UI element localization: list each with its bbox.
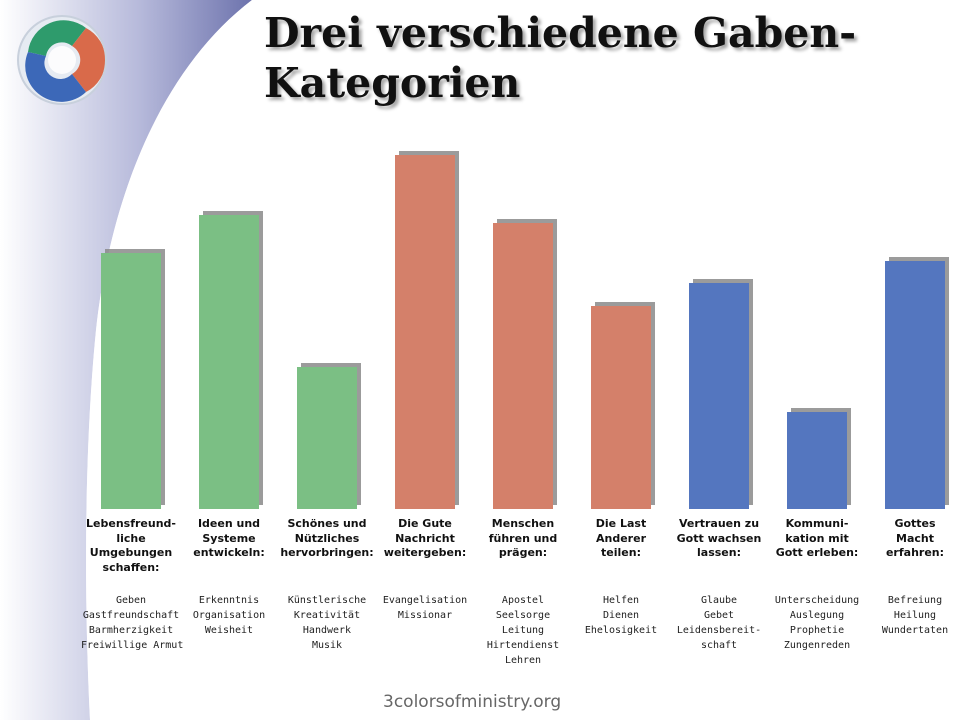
category-label-line: Menschen	[491, 517, 555, 530]
category-label: Lebensfreund-liche Umgebungen schaffen:	[83, 517, 179, 575]
gift-list: Erkenntnis Organisation Weisheit	[179, 593, 279, 638]
gift-item: Zungenreden	[783, 640, 851, 651]
category-label-line: hervorbringen:	[280, 546, 374, 559]
category-label-line: Macht	[896, 531, 934, 545]
category-label-line: kation mit	[785, 531, 849, 545]
gift-item: Geben	[115, 595, 147, 606]
page-title: Drei verschiedene Gaben- Kategorien	[264, 8, 904, 108]
bar	[885, 261, 945, 509]
gift-item: schaft	[700, 640, 738, 651]
category-label-line: Ideen und	[197, 517, 261, 530]
category-label-line: Gottes	[894, 517, 936, 530]
category-label: Ideen und Systeme entwickeln:	[181, 517, 277, 561]
gift-item: Handwerk	[302, 625, 352, 636]
gift-list: Apostel Seelsorge Leitung Hirtendienst Lehre…	[473, 593, 573, 668]
bar	[493, 223, 553, 509]
category-label-line: führen und	[488, 531, 558, 545]
category-label: Gottes Macht erfahren:	[867, 517, 960, 561]
category-label-line: weitergeben:	[383, 546, 467, 559]
gift-item: Leidensbereit-	[676, 625, 762, 636]
gift-item: Unterscheidung	[774, 595, 860, 606]
gift-item: Ehelosigkeit	[584, 625, 658, 636]
gift-item: Musik	[311, 640, 343, 651]
category-label-line: Gott wachsen	[676, 531, 762, 545]
title-line: Kategorien	[264, 59, 521, 107]
gift-list: Glaube Gebet Leidensbereit-schaft	[669, 593, 769, 653]
gift-item: Evangelisation	[382, 595, 468, 606]
gift-item: Glaube	[700, 595, 738, 606]
category-label-line: Gott erleben:	[775, 546, 859, 559]
decorative-band	[0, 0, 252, 720]
gift-item: Gebet	[703, 610, 735, 621]
gift-list: Unterscheidung Auslegung Prophetie Zungenre…	[767, 593, 867, 653]
category-label-line: Schönes und	[287, 517, 367, 530]
gift-item: Seelsorge	[495, 610, 551, 621]
gift-item: Freiwillige Armut	[81, 640, 184, 651]
bar	[395, 155, 455, 509]
category-label-line: Nachricht	[395, 531, 455, 545]
gift-item: Lehren	[504, 655, 542, 666]
gift-list: Befreiung Heilung Wundertaten	[865, 593, 960, 638]
bar	[101, 253, 161, 509]
category-label-line: Vertrauen zu	[678, 517, 760, 530]
category-label-line: lassen:	[697, 546, 741, 559]
gift-item: Dienen	[602, 610, 640, 621]
category-label-line: liche	[116, 531, 146, 545]
gift-item: Hirtendienst	[486, 640, 560, 651]
category-label: Menschen führen und prägen:	[475, 517, 571, 561]
gift-item: Heilung	[893, 610, 937, 621]
category-label-line: Nützliches	[294, 531, 360, 545]
gift-item: Kreativität	[293, 610, 361, 621]
bar	[199, 215, 259, 509]
gift-item: Weisheit	[204, 625, 254, 636]
gift-list: Künstlerische Kreativität Handwerk Musik	[277, 593, 377, 653]
gift-item: Auslegung	[789, 610, 845, 621]
gift-list: Geben Gastfreundschaft Barmherzigkeit Freiw…	[81, 593, 184, 653]
title-line: Drei verschiedene Gaben-	[264, 9, 857, 57]
bar	[591, 306, 651, 509]
gift-item: Gastfreundschaft	[82, 610, 180, 621]
category-label: Schönes und Nützliches hervorbringen:	[279, 517, 375, 561]
gift-list: Helfen Dienen Ehelosigkeit	[571, 593, 671, 638]
gift-item: Künstlerische	[287, 595, 367, 606]
gift-item: Befreiung	[887, 595, 943, 606]
category-label-line: entwickeln:	[193, 546, 265, 559]
category-label: Kommuni-kation mit Gott erleben:	[769, 517, 865, 561]
gift-item: Apostel	[501, 595, 545, 606]
category-label-line: Systeme	[202, 531, 256, 545]
three-colors-logo-icon	[17, 15, 107, 105]
category-label-line: Die Gute	[398, 517, 452, 530]
category-label-line: prägen:	[498, 546, 548, 559]
category-label: Die Gute Nachricht weitergeben:	[377, 517, 473, 561]
category-label-line: Die Last	[595, 517, 647, 530]
gift-item: Wundertaten	[881, 625, 949, 636]
gift-item: Helfen	[602, 595, 640, 606]
category-label-line: erfahren:	[885, 546, 945, 559]
gift-list: Evangelisation Missionar	[375, 593, 475, 623]
category-label-line: schaffen:	[102, 560, 160, 574]
category-label-line: teilen:	[601, 546, 641, 559]
category-label: Vertrauen zu Gott wachsen lassen:	[671, 517, 767, 561]
gift-item: Prophetie	[789, 625, 845, 636]
gift-item: Leitung	[501, 625, 545, 636]
category-label-line: Anderer	[596, 531, 646, 545]
bar	[689, 283, 749, 509]
bar	[297, 367, 357, 509]
category-label: Die Last Anderer teilen:	[573, 517, 669, 561]
category-label-line: Umgebungen	[89, 546, 173, 559]
bar	[787, 412, 847, 509]
footer-url: 3colorsofministry.org	[383, 692, 562, 712]
gift-item: Organisation	[192, 610, 266, 621]
gift-item: Missionar	[397, 610, 453, 621]
category-label-line: Lebensfreund-	[86, 517, 176, 530]
gift-item: Erkenntnis	[198, 595, 260, 606]
category-label-line: Kommuni-	[785, 517, 849, 530]
gift-item: Barmherzigkeit	[88, 625, 174, 636]
